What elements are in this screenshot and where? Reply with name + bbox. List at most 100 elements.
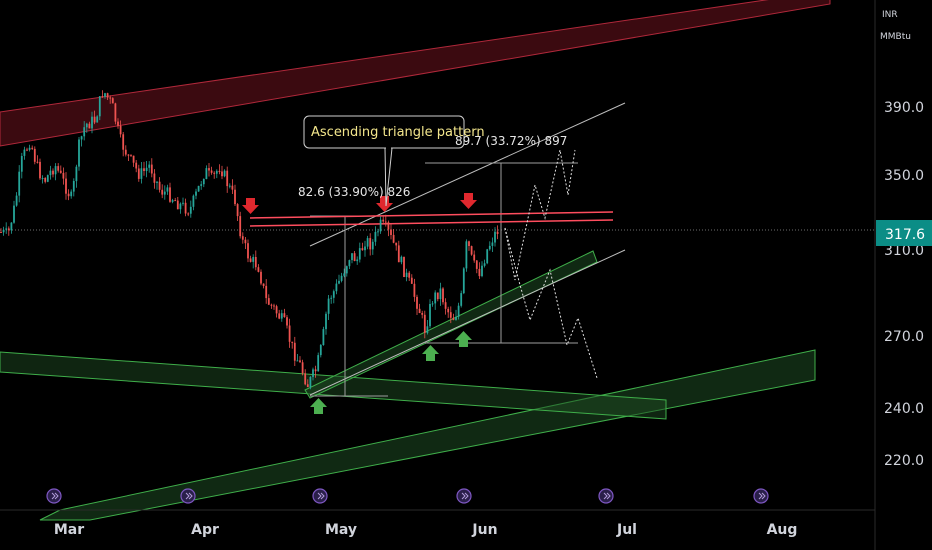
candle-body (202, 179, 205, 185)
candle-body (221, 171, 223, 177)
candle-body (317, 355, 320, 372)
event-icon[interactable] (312, 488, 328, 504)
candle-body (182, 202, 184, 204)
measure-label-2: 89.7 (33.72%) 897 (455, 134, 567, 148)
candle-body (75, 166, 78, 182)
candle-body (104, 93, 106, 97)
candle-body (62, 172, 65, 179)
candle-body (98, 96, 101, 117)
candle-body (153, 173, 156, 183)
candle-body (387, 222, 390, 230)
candle-body (247, 243, 249, 259)
candle-body (436, 292, 439, 300)
event-icon[interactable] (456, 488, 472, 504)
candle-body (473, 254, 476, 261)
candle-body (327, 298, 330, 314)
candle-body (200, 184, 203, 186)
candle-body (156, 181, 158, 183)
candle-body (361, 248, 364, 251)
candle-body (36, 161, 39, 163)
candle-body (130, 154, 132, 156)
candle-body (184, 202, 187, 214)
candle-body (163, 191, 166, 195)
candle-body (28, 147, 31, 150)
candle-body (189, 206, 192, 214)
candle-body (101, 96, 104, 98)
candle-body (392, 234, 395, 243)
candle-body (88, 123, 91, 129)
candle-body (46, 175, 49, 182)
candle-body (119, 125, 122, 135)
candle-body (429, 304, 431, 327)
event-icon[interactable] (180, 488, 196, 504)
month-label: Mar (54, 522, 84, 538)
candle-body (23, 149, 26, 156)
candle-body (332, 291, 335, 298)
candle-body (197, 185, 200, 192)
candle-body (309, 376, 312, 387)
candle-body (314, 369, 317, 372)
event-icons-group (46, 488, 769, 504)
candle-body (494, 231, 496, 243)
resistance-line-2 (249, 219, 614, 227)
event-icon-glyph (758, 492, 766, 500)
month-label: May (325, 522, 357, 538)
pattern-label-box (303, 115, 465, 149)
candle-body (460, 293, 463, 306)
candle-body (117, 121, 119, 126)
candle-body (83, 127, 86, 137)
candle-body (106, 93, 109, 98)
candle-body (205, 168, 208, 179)
candle-body (304, 373, 307, 385)
price-tick-label: 270.0 (884, 329, 924, 345)
candles-group (0, 90, 499, 390)
candle-body (416, 296, 418, 309)
event-icon[interactable] (598, 488, 614, 504)
candle-body (301, 362, 304, 374)
current-price-tag[interactable] (876, 220, 932, 246)
event-icon-glyph (461, 492, 469, 500)
candle-body (452, 317, 455, 320)
candle-body (33, 148, 36, 162)
candle-body (410, 277, 413, 284)
candle-body (210, 170, 213, 173)
pattern-label: Ascending triangle pattern (311, 125, 485, 140)
candle-body (174, 200, 177, 202)
unit-label: MMBtu (880, 32, 911, 42)
candle-body (423, 314, 426, 333)
candle-body (356, 259, 359, 262)
arrow-up-1 (310, 398, 327, 414)
candle-body (49, 170, 52, 176)
price-ticks-group: 390.0 350.0 310.0 270.0 240.0 220.0 (884, 100, 924, 469)
candle-body (80, 136, 83, 140)
event-icon[interactable] (46, 488, 62, 504)
candle-body (124, 149, 127, 155)
candle-body (374, 231, 377, 242)
price-tick-label: 240.0 (884, 401, 924, 417)
candle-body (369, 238, 372, 250)
candle-body (176, 200, 179, 210)
month-label: Jul (616, 522, 637, 538)
candle-body (39, 161, 41, 179)
candle-body (169, 187, 171, 202)
candle-body (439, 288, 442, 299)
candle-body (140, 168, 143, 179)
candle-body (353, 253, 356, 261)
candle-body (364, 246, 366, 251)
candle-body (135, 162, 138, 169)
upper-red-channel (0, 0, 831, 147)
candle-body (291, 341, 294, 343)
resistance-line-1 (249, 211, 614, 219)
candle-body (400, 256, 403, 263)
candle-body (228, 185, 231, 187)
candle-body (2, 229, 5, 233)
currency-label: INR (882, 10, 898, 20)
event-icon[interactable] (753, 488, 769, 504)
candle-body (278, 313, 281, 319)
candle-body (343, 273, 346, 276)
candle-body (293, 342, 296, 361)
candle-body (241, 236, 244, 240)
candle-body (231, 185, 234, 190)
